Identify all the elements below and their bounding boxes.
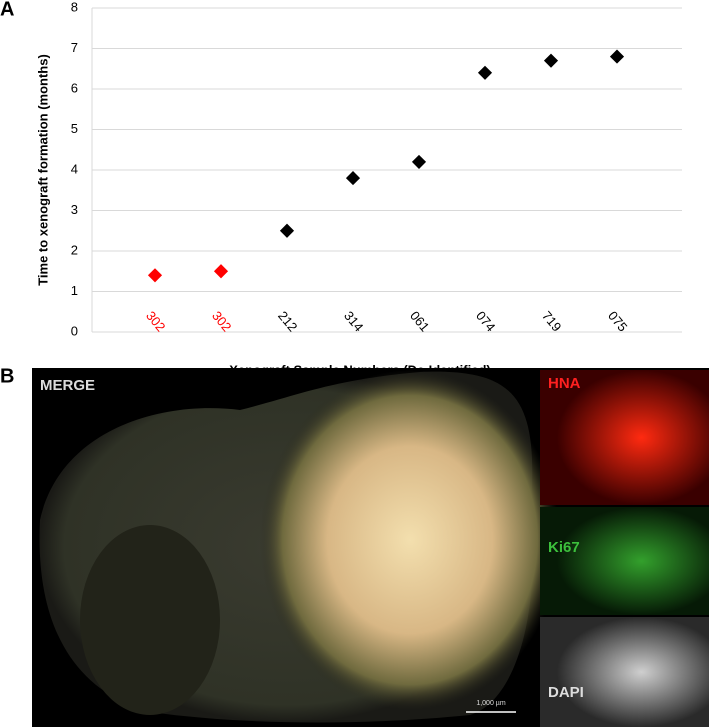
- image-label: MERGE: [40, 377, 95, 394]
- ki67-image: [540, 507, 709, 615]
- scale-bar-label: 1,000 µm: [476, 700, 505, 707]
- point: [147, 268, 163, 283]
- x-tick-label: 719: [539, 308, 564, 334]
- x-tick-label: 212: [275, 308, 300, 334]
- point: [213, 264, 229, 279]
- y-tick-label: 2: [71, 242, 78, 257]
- panel-label: B: [0, 365, 14, 387]
- x-tick-label: 075: [605, 308, 630, 334]
- point: [279, 223, 295, 238]
- y-tick-label: 0: [71, 323, 78, 338]
- image-label: HNA: [548, 375, 581, 392]
- y-axis-label: Time to xenograft formation (months): [35, 54, 50, 286]
- image-label: DAPI: [548, 684, 584, 701]
- y-tick-label: 7: [71, 40, 78, 55]
- y-tick-label: 6: [71, 80, 78, 95]
- chart: 0 1 2 3 4 5 6 7 8 Time to xenograft formation (mo…: [35, 0, 682, 377]
- hna-image: [540, 370, 709, 505]
- point: [609, 49, 625, 64]
- panel-label: A: [0, 0, 14, 20]
- point: [543, 53, 559, 68]
- x-tick-label: 074: [473, 308, 498, 334]
- y-tick-label: 5: [71, 121, 78, 136]
- x-tick-label: 302: [209, 308, 234, 334]
- x-tick-label: 302: [143, 308, 168, 334]
- y-tick-label: 4: [71, 161, 78, 176]
- y-tick-label: 1: [71, 283, 78, 298]
- image-label: Ki67: [548, 539, 580, 556]
- microscopy: MERGE HNA Ki67 DAPI 1,000 µm: [32, 368, 709, 727]
- point: [345, 171, 361, 186]
- x-tick-label: 314: [341, 308, 366, 334]
- tumor: [260, 370, 560, 710]
- point: [477, 65, 493, 80]
- tissue-region: [80, 525, 220, 715]
- x-tick-label: 061: [407, 308, 432, 334]
- y-tick-label: 8: [71, 0, 78, 14]
- dapi-image: [540, 617, 709, 727]
- point: [411, 154, 427, 169]
- y-tick-label: 3: [71, 202, 78, 217]
